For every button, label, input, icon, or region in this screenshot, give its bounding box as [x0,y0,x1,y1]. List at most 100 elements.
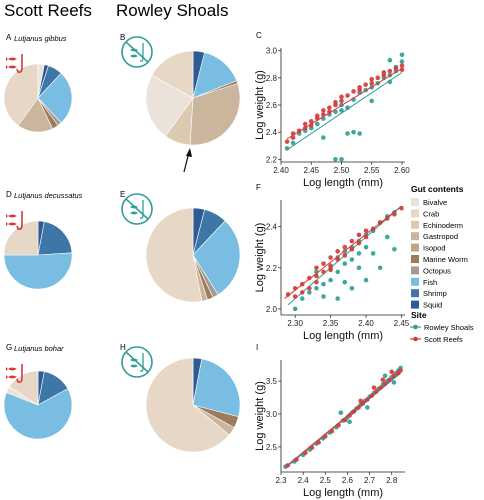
data-point [349,238,355,244]
data-point [371,385,377,390]
data-point [328,267,333,273]
column-header-scott-reefs: Scott Reefs [4,1,92,20]
legend-swatch-crab [411,209,419,218]
series-scott-reefs [285,368,403,468]
x-tick-label: 2.35 [323,319,339,328]
data-point [314,265,319,271]
data-point [363,277,369,283]
data-point [356,240,362,246]
legend-item-fish: Fish [423,278,437,287]
data-point [342,261,348,266]
data-point [357,131,362,136]
y-tick-label: 2.8 [266,74,278,83]
legend-item-crab: Crab [423,209,439,218]
data-point [321,135,326,140]
legend-item-scott-reefs: Scott Reefs [424,335,463,344]
x-tick-label: 2.7 [364,476,376,485]
data-point [339,156,344,162]
data-point [347,419,352,425]
pie-panel-g: G Lutjanus bohar [3,343,73,440]
data-point [307,275,312,281]
data-point [356,405,361,410]
data-point [351,409,357,414]
data-point [307,286,312,291]
fit-line [285,371,401,468]
data-point [349,257,355,262]
x-tick-label: 2.55 [364,166,380,175]
fish-body-bottom [8,222,17,226]
data-point [338,410,344,416]
data-point [377,265,383,271]
species-name: Lutjanus gibbus [14,34,67,43]
panel-label: F [256,183,261,192]
slash [125,198,149,220]
fish-body-top [8,214,17,218]
fish-tail-top [6,57,8,61]
scatter-panel-f: 2.30 2.35 2.40 2.45 2.0 2.2 2.4 Log length (mm)… [254,183,410,342]
data-point [382,381,388,387]
scatter-panel-c: 2.40 2.45 2.50 2.55 2.60 2.2 2.4 2.6 2.8 3.0 Log l… [254,31,410,189]
hook-line [16,54,23,73]
data-point [342,244,348,250]
data-point [358,398,364,404]
legend-item-gastropod: Gastropod [423,232,458,241]
hook-line [16,211,23,230]
data-point [292,294,298,299]
panel-label: B [120,33,125,42]
pie-slice-fish [3,388,73,440]
legend-swatch-fish [411,277,419,286]
no-fishing-icon [121,346,153,378]
data-point [335,296,340,301]
fish-body-bottom [8,375,17,379]
fish-on-hook-icon [6,54,23,73]
data-point [342,279,348,285]
fish-body-bottom [8,65,17,69]
legend: Gut contents Bivalve Crab Echinoderm Gastrop… [410,184,474,344]
pie-panel-e: E [120,190,241,303]
data-point [321,269,326,275]
data-point [285,292,291,297]
pie-slice-gastropod [189,83,241,146]
panel-label: I [256,343,258,352]
pie-panel-b: B [120,33,241,146]
data-point [399,52,405,58]
data-point [370,251,376,256]
data-point [363,82,368,87]
data-point [351,129,356,135]
data-point [387,377,392,383]
panel-label: A [6,33,12,42]
species-name: Lutjanus decussatus [14,191,83,200]
no-fishing-icon [121,36,153,68]
data-point [308,118,314,124]
data-point [345,93,350,98]
species-name: Lutjanus bohar [14,344,64,353]
data-point [333,109,338,115]
series-scott-reefs [284,63,405,144]
slash [125,41,149,63]
fish-body-top [8,367,17,371]
legend-swatch-marine-worm [411,255,419,263]
data-point [349,246,355,252]
data-point [321,294,326,299]
x-tick-label: 2.30 [287,319,303,328]
column-header-rowley-shoals: Rowley Shoals [116,1,228,20]
data-point [321,281,326,287]
panels: A Lutjanus gibbus B 2.40 2.45 2.50 2.55 2.60 2.2… [3,31,410,499]
pie-slice-bivalve [145,74,194,137]
data-point [327,109,332,115]
fit-line [284,205,402,299]
panel-label: E [120,190,125,199]
pie-slice-fish [3,252,73,290]
y-tick-label: 2.2 [266,155,278,164]
data-point [302,121,308,127]
data-point [387,68,393,74]
x-tick-label: 2.50 [334,166,350,175]
data-point [335,257,340,262]
data-point [363,228,369,234]
arrow-head [186,148,192,157]
pie-slice-crab [151,50,194,99]
data-point [299,290,305,295]
legend-item-shrimp: Shrimp [423,289,447,298]
legend-item-octopus: Octopus [423,266,451,275]
